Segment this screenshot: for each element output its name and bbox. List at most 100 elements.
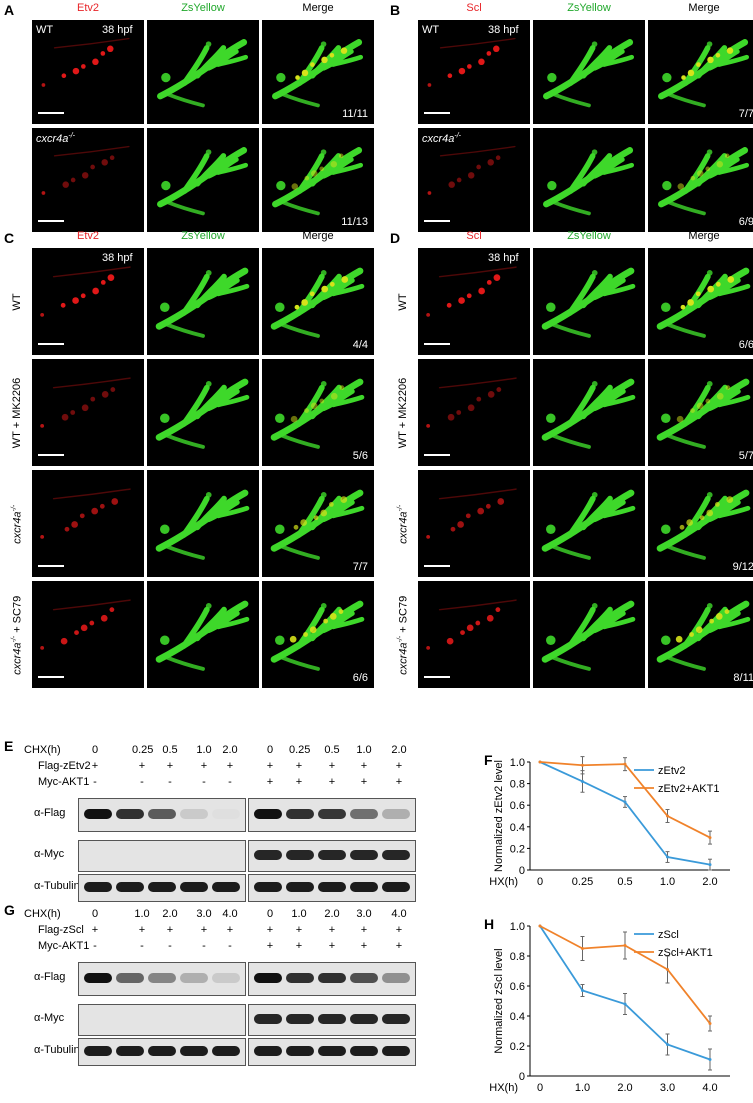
column-header: ZsYellow xyxy=(181,230,225,242)
micrograph-red xyxy=(418,128,530,232)
count-label: 7/7 xyxy=(738,108,753,120)
panel-label-D: D xyxy=(390,230,401,246)
band xyxy=(318,973,346,983)
lane-value: + xyxy=(395,924,403,936)
band xyxy=(318,809,346,819)
panel-label-C: C xyxy=(4,230,15,246)
blot-row-label: Myc-AKT1 xyxy=(38,940,90,952)
micrograph-merge xyxy=(648,359,753,466)
column-header: Scl xyxy=(466,2,482,14)
lane-value: + xyxy=(200,924,208,936)
lane-value: 4.0 xyxy=(222,908,238,920)
micrograph-red xyxy=(32,359,144,466)
lane-value: + xyxy=(328,760,336,772)
band xyxy=(350,882,378,892)
lane-value: - xyxy=(93,940,97,952)
band xyxy=(286,973,314,983)
blot-row-label: Flag-zScl xyxy=(38,924,84,936)
count-label: 11/13 xyxy=(341,216,368,228)
lane-value: 0.25 xyxy=(289,744,311,756)
column-header: ZsYellow xyxy=(181,2,225,14)
band xyxy=(148,809,176,819)
band xyxy=(318,882,346,892)
micrograph-merge xyxy=(262,20,374,124)
lane-value: + xyxy=(360,940,368,952)
panel-label-H: H xyxy=(484,916,495,932)
band xyxy=(212,1046,240,1056)
blot-membrane xyxy=(78,840,246,872)
line-chart-H: 0 0.2 0.4 0.6 0.8 1.0 0 1.0 2.0 3.0 4.0 CHX(h) Norma… xyxy=(490,921,730,1094)
band xyxy=(84,882,112,892)
band xyxy=(212,809,240,819)
micrograph-red xyxy=(418,248,530,355)
lane-value: 1.0 xyxy=(134,908,150,920)
band xyxy=(382,882,410,892)
row-label: WT xyxy=(11,292,23,311)
y-tick-label: 0.4 xyxy=(510,822,525,834)
lane-value: 0.25 xyxy=(132,744,154,756)
lane-value: + xyxy=(138,924,146,936)
lane-value: + xyxy=(200,760,208,772)
band xyxy=(148,1046,176,1056)
lane-value: + xyxy=(91,924,99,936)
data-point xyxy=(666,814,669,818)
row-label: WT xyxy=(422,24,440,36)
x-tick-label: 1.0 xyxy=(660,876,675,888)
band xyxy=(286,1014,314,1024)
band xyxy=(286,882,314,892)
panel-label-E: E xyxy=(4,738,14,754)
band xyxy=(286,809,314,819)
micrograph-red xyxy=(32,20,144,124)
data-point xyxy=(708,863,712,867)
band xyxy=(382,973,410,983)
x-tick-label: 2.0 xyxy=(702,876,717,888)
row-label: WT xyxy=(397,292,409,311)
lane-value: + xyxy=(166,924,174,936)
micrograph-red xyxy=(418,359,530,466)
lane-value: 3.0 xyxy=(356,908,372,920)
scale-bar xyxy=(424,565,450,567)
y-tick-label: 0 xyxy=(519,865,525,877)
lane-value: + xyxy=(91,760,99,772)
micrograph-red xyxy=(32,470,144,577)
micrograph-green xyxy=(147,20,259,124)
data-point xyxy=(623,800,627,804)
count-label: 4/4 xyxy=(352,339,368,351)
band xyxy=(318,1014,346,1024)
micrograph-merge xyxy=(648,128,753,232)
lane-value: + xyxy=(266,760,274,772)
band xyxy=(180,1046,208,1056)
band xyxy=(212,973,240,983)
lane-value: - xyxy=(140,776,144,788)
data-point xyxy=(623,944,627,947)
y-axis-label: Normalized zScl level xyxy=(493,948,505,1053)
lane-value: 3.0 xyxy=(196,908,212,920)
count-label: 7/7 xyxy=(352,561,368,573)
lane-value: + xyxy=(166,760,174,772)
lane-value: - xyxy=(202,776,206,788)
band xyxy=(254,1014,282,1024)
scale-bar xyxy=(424,343,450,345)
micrograph-red xyxy=(32,128,144,232)
band xyxy=(180,973,208,983)
data-point xyxy=(581,947,584,950)
micrograph-green xyxy=(533,128,645,232)
lane-value: + xyxy=(138,760,146,772)
row-label: cxcr4a-/- + SC79 xyxy=(396,595,410,675)
band xyxy=(212,882,240,892)
row-label: WT xyxy=(36,24,54,36)
band xyxy=(148,973,176,983)
micrograph-green xyxy=(147,581,259,688)
legend-entry: zScl+AKT1 xyxy=(658,947,713,959)
lane-value: 4.0 xyxy=(391,908,407,920)
x-tick-label: 0.25 xyxy=(572,876,593,888)
lane-value: 2.0 xyxy=(222,744,238,756)
band xyxy=(254,973,282,983)
antibody-label: α-Tubulin xyxy=(34,880,80,892)
scale-bar xyxy=(38,220,64,222)
column-header: Etv2 xyxy=(76,230,99,242)
column-header: ZsYellow xyxy=(567,2,611,14)
scale-bar xyxy=(424,112,450,114)
column-header: Merge xyxy=(302,2,334,14)
lane-value: 0 xyxy=(91,908,99,920)
